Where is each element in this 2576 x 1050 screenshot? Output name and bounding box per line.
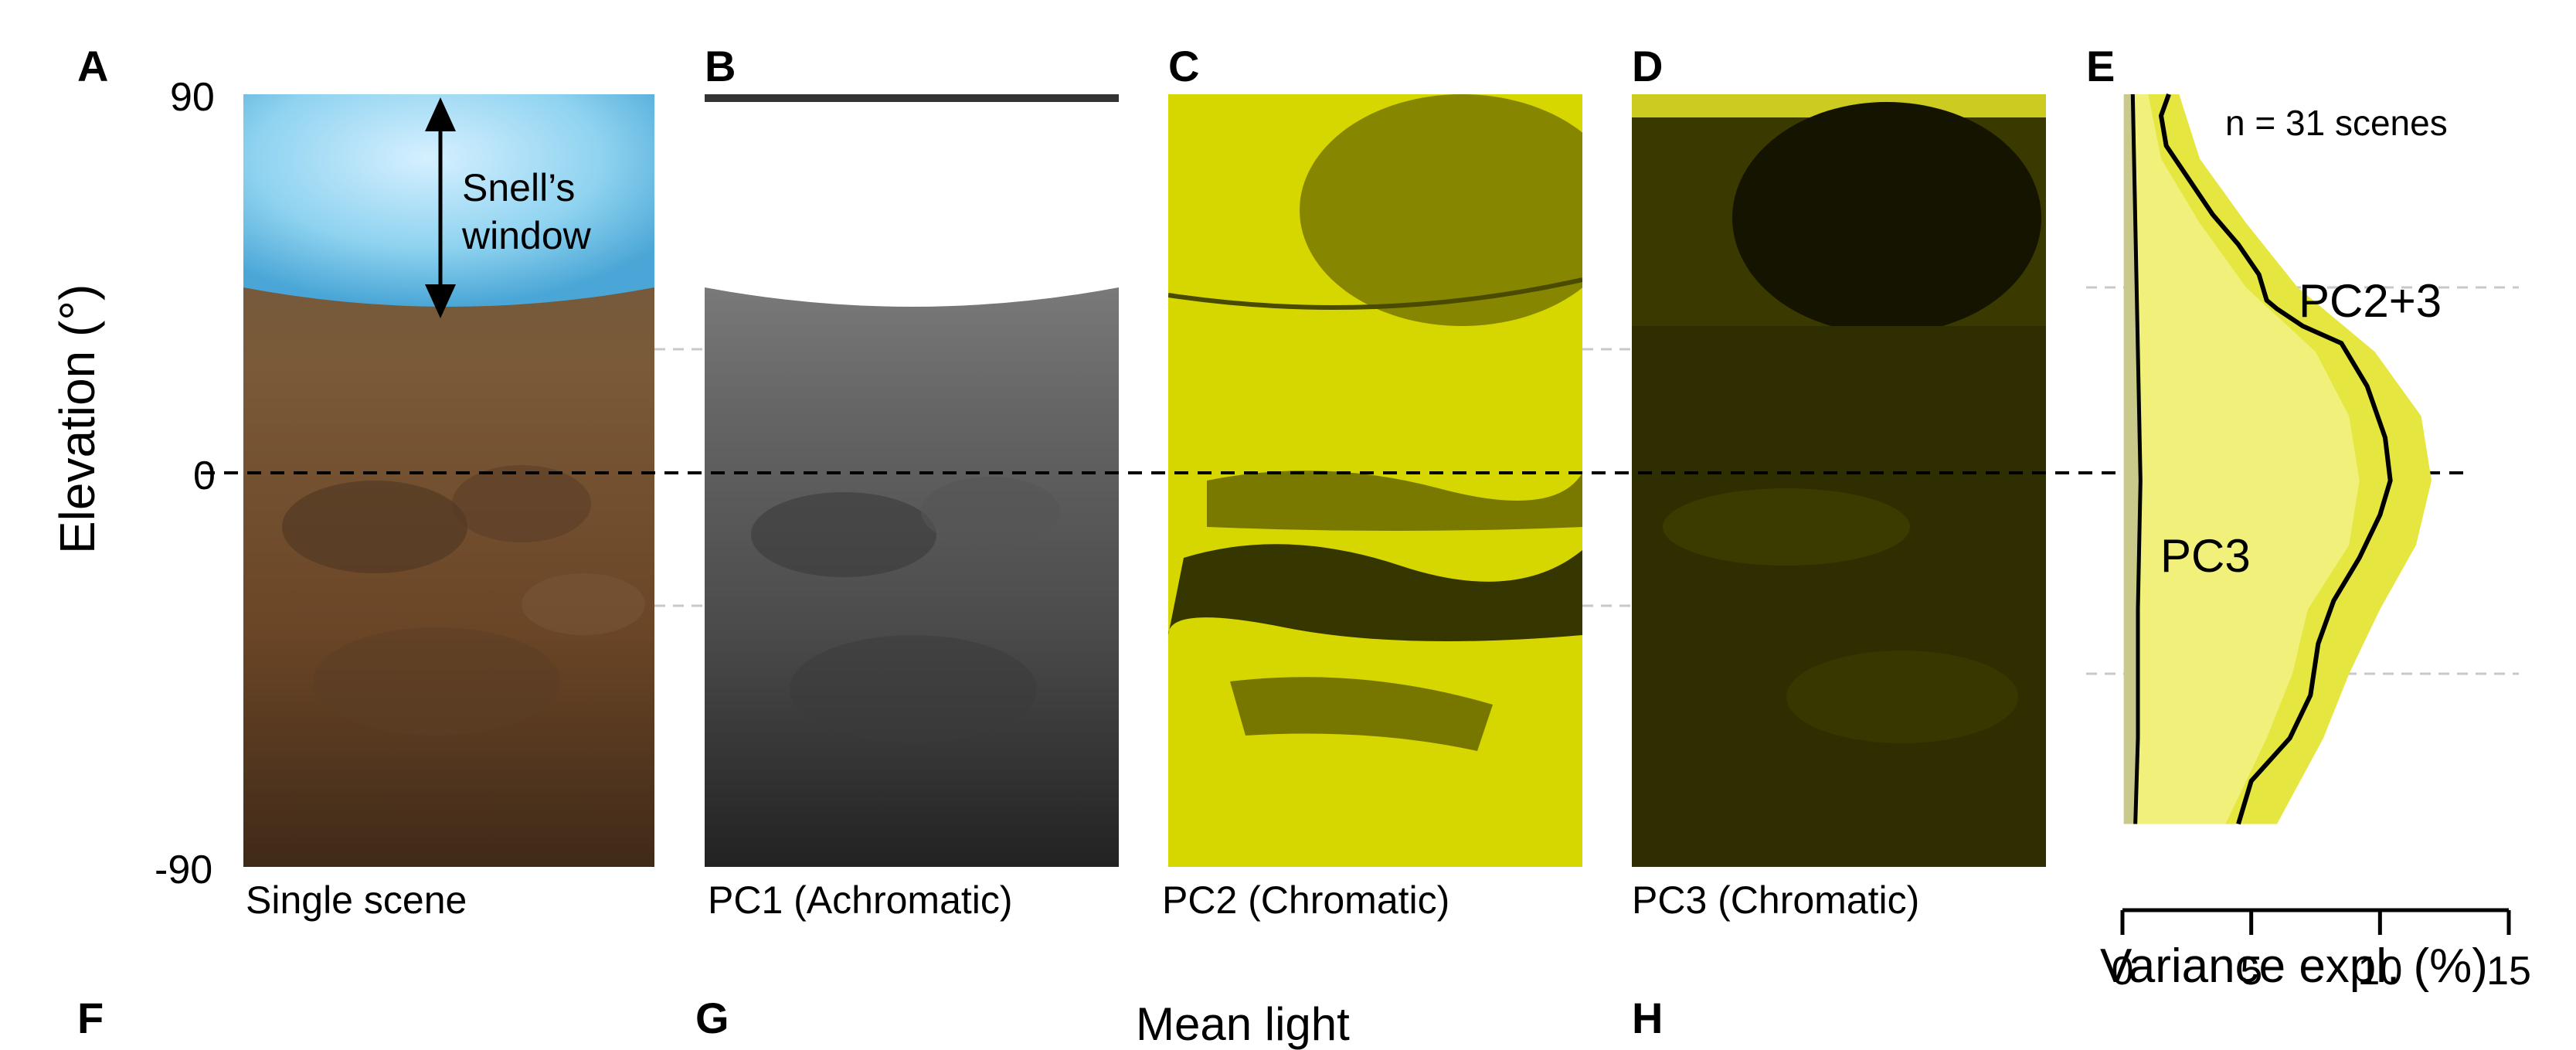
snells-window-label-line1: Snell’s: [462, 166, 576, 209]
x-tick-label-0: 0: [2112, 949, 2134, 994]
panel-label-d: D: [1632, 42, 1664, 90]
x-tick-label-10: 10: [2357, 949, 2402, 994]
panel-label-e: E: [2086, 42, 2116, 90]
snells-window-label-line2: window: [462, 214, 591, 257]
panel-label-c: C: [1168, 42, 1200, 90]
series-line-pc3: [2130, 93, 2143, 824]
panel-d-image: [1632, 94, 2046, 867]
x-tick-label-15: 15: [2486, 949, 2531, 994]
panel-a-image: [243, 94, 654, 867]
x-tick-label-5: 5: [2240, 949, 2262, 994]
caption-panel-b: PC1 (Achromatic): [708, 878, 1013, 922]
panel-e-label-pc23: PC2+3: [2299, 275, 2442, 327]
panel-label-b: B: [705, 42, 736, 90]
panel-b-image: [705, 94, 1119, 867]
caption-panel-c: PC2 (Chromatic): [1162, 878, 1450, 922]
caption-panel-d: PC3 (Chromatic): [1632, 878, 1920, 922]
panel-e-x-axis-label: Variance expl. (%): [2100, 940, 2488, 993]
panel-e-note: n = 31 scenes: [2225, 103, 2448, 143]
panel-label-a: A: [77, 42, 109, 90]
series-line-pc23: [2158, 93, 2393, 825]
y-tick-90: 90: [170, 75, 215, 120]
elevation-reference-lines: [201, 348, 2465, 607]
snells-window-arrow: [425, 97, 456, 318]
panel-e-label-pc3: PC3: [2160, 530, 2251, 582]
y-tick-minus90: -90: [155, 848, 213, 892]
y-tick-0: 0: [193, 454, 216, 498]
caption-panel-a: Single scene: [246, 878, 467, 922]
panel-c-image: [1168, 94, 1582, 867]
panel-e-variance-chart: 0 5 10 15: [2086, 93, 2531, 994]
pc23-inner-band: [2133, 94, 2360, 824]
